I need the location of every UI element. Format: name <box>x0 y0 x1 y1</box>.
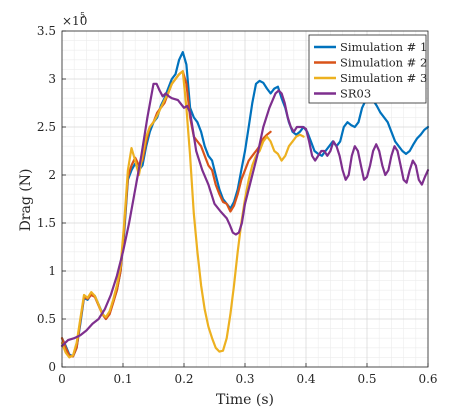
legend-label-3: Simulation # 3 <box>340 71 427 85</box>
y-tick-label: 1 <box>48 264 56 278</box>
x-tick-label: 0.1 <box>113 372 132 386</box>
y-tick-label: 1.5 <box>37 216 56 230</box>
y-tick-label: 0 <box>48 360 56 374</box>
y-tick-label: 3.5 <box>37 24 56 38</box>
x-axis-label: Time (s) <box>216 392 274 408</box>
x-tick-label: 0 <box>58 372 66 386</box>
x-tick-label: 0.6 <box>418 372 437 386</box>
x-tick-label: 0.5 <box>357 372 376 386</box>
y-tick-label: 0.5 <box>37 312 56 326</box>
x-tick-labels: 0 0.1 0.2 0.3 0.4 0.5 0.6 <box>58 372 437 386</box>
legend-label-4: SR03 <box>340 87 371 101</box>
x-tick-label: 0.3 <box>235 372 254 386</box>
y-tick-label: 2 <box>48 168 56 182</box>
series-line-4 <box>60 82 430 347</box>
y-tick-label: 3 <box>48 72 56 86</box>
y-tick-label: 2.5 <box>37 120 56 134</box>
x-tick-label: 0.2 <box>174 372 193 386</box>
y-axis-label: Drag (N) <box>18 169 34 232</box>
y-exponent-base: ×10 <box>62 14 87 28</box>
legend-label-1: Simulation # 1 <box>340 40 427 54</box>
legend-label-2: Simulation # 2 <box>340 56 427 70</box>
x-tick-label: 0.4 <box>296 372 315 386</box>
y-exponent-power: 5 <box>80 11 85 20</box>
series-line-2 <box>60 70 272 358</box>
axes-box <box>61 30 429 368</box>
y-tick-labels: 0 0.5 1 1.5 2 2.5 3 3.5 <box>37 24 56 374</box>
